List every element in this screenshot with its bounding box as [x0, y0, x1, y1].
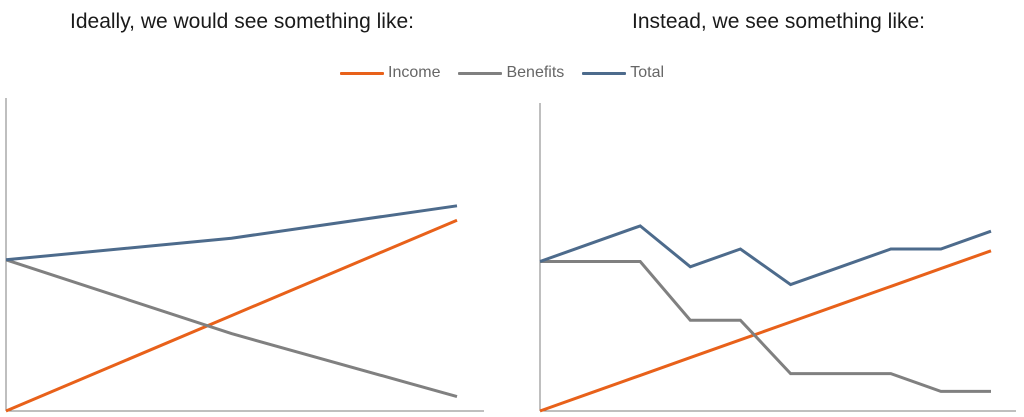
right-chart	[539, 103, 1016, 413]
legend-item-total: Total	[582, 64, 664, 82]
legend-swatch-benefits	[458, 71, 503, 75]
left-series-total-line	[5, 204, 458, 262]
legend-label-income: Income	[388, 64, 441, 81]
left-series-income-line	[5, 218, 458, 413]
legend-swatch-total	[582, 71, 627, 75]
legend: Income Benefits Total	[340, 64, 682, 82]
legend-item-income: Income	[340, 64, 440, 82]
left-series-benefits-line	[5, 258, 458, 399]
right-series-total-line	[539, 224, 992, 287]
legend-swatch-income	[340, 71, 384, 75]
left-chart	[5, 98, 484, 413]
legend-label-benefits: Benefits	[506, 64, 565, 81]
right-series-benefits-line	[540, 260, 991, 393]
legend-label-total: Total	[630, 64, 665, 81]
right-series-income-line	[539, 249, 992, 413]
right-chart-title: Instead, we see something like:	[632, 10, 925, 33]
left-chart-title: Ideally, we would see something like:	[70, 10, 414, 33]
legend-item-benefits: Benefits	[458, 64, 564, 82]
